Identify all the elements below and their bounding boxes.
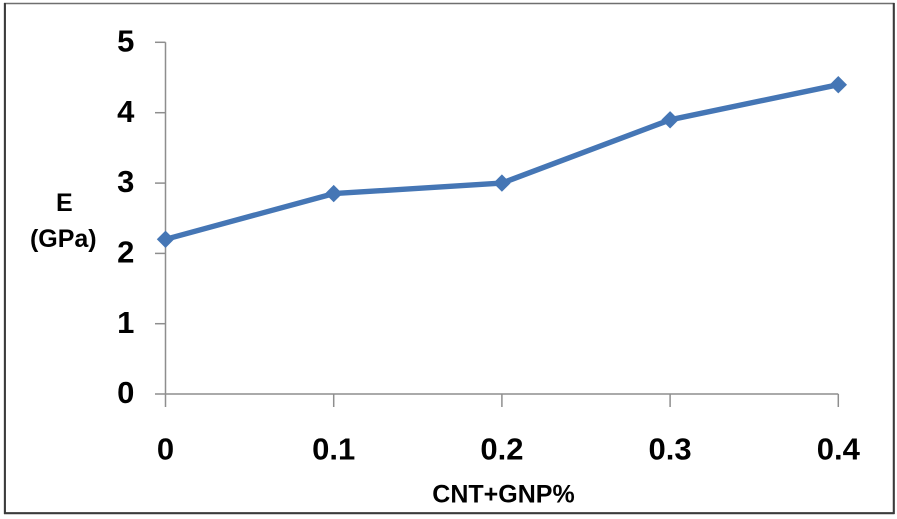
svg-text:1: 1 [117, 305, 134, 340]
svg-text:5: 5 [117, 24, 134, 59]
svg-text:0: 0 [117, 375, 134, 410]
svg-text:CNT+GNP%: CNT+GNP% [432, 481, 574, 509]
svg-text:4: 4 [117, 94, 135, 129]
svg-text:0.2: 0.2 [480, 432, 523, 467]
svg-text:0: 0 [157, 432, 174, 467]
svg-text:0.3: 0.3 [649, 432, 692, 467]
svg-text:2: 2 [117, 235, 134, 270]
svg-text:0.1: 0.1 [312, 432, 355, 467]
svg-text:E: E [56, 189, 73, 217]
svg-text:0.4: 0.4 [817, 432, 861, 467]
svg-text:3: 3 [117, 164, 134, 199]
svg-text:(GPa): (GPa) [30, 225, 97, 253]
